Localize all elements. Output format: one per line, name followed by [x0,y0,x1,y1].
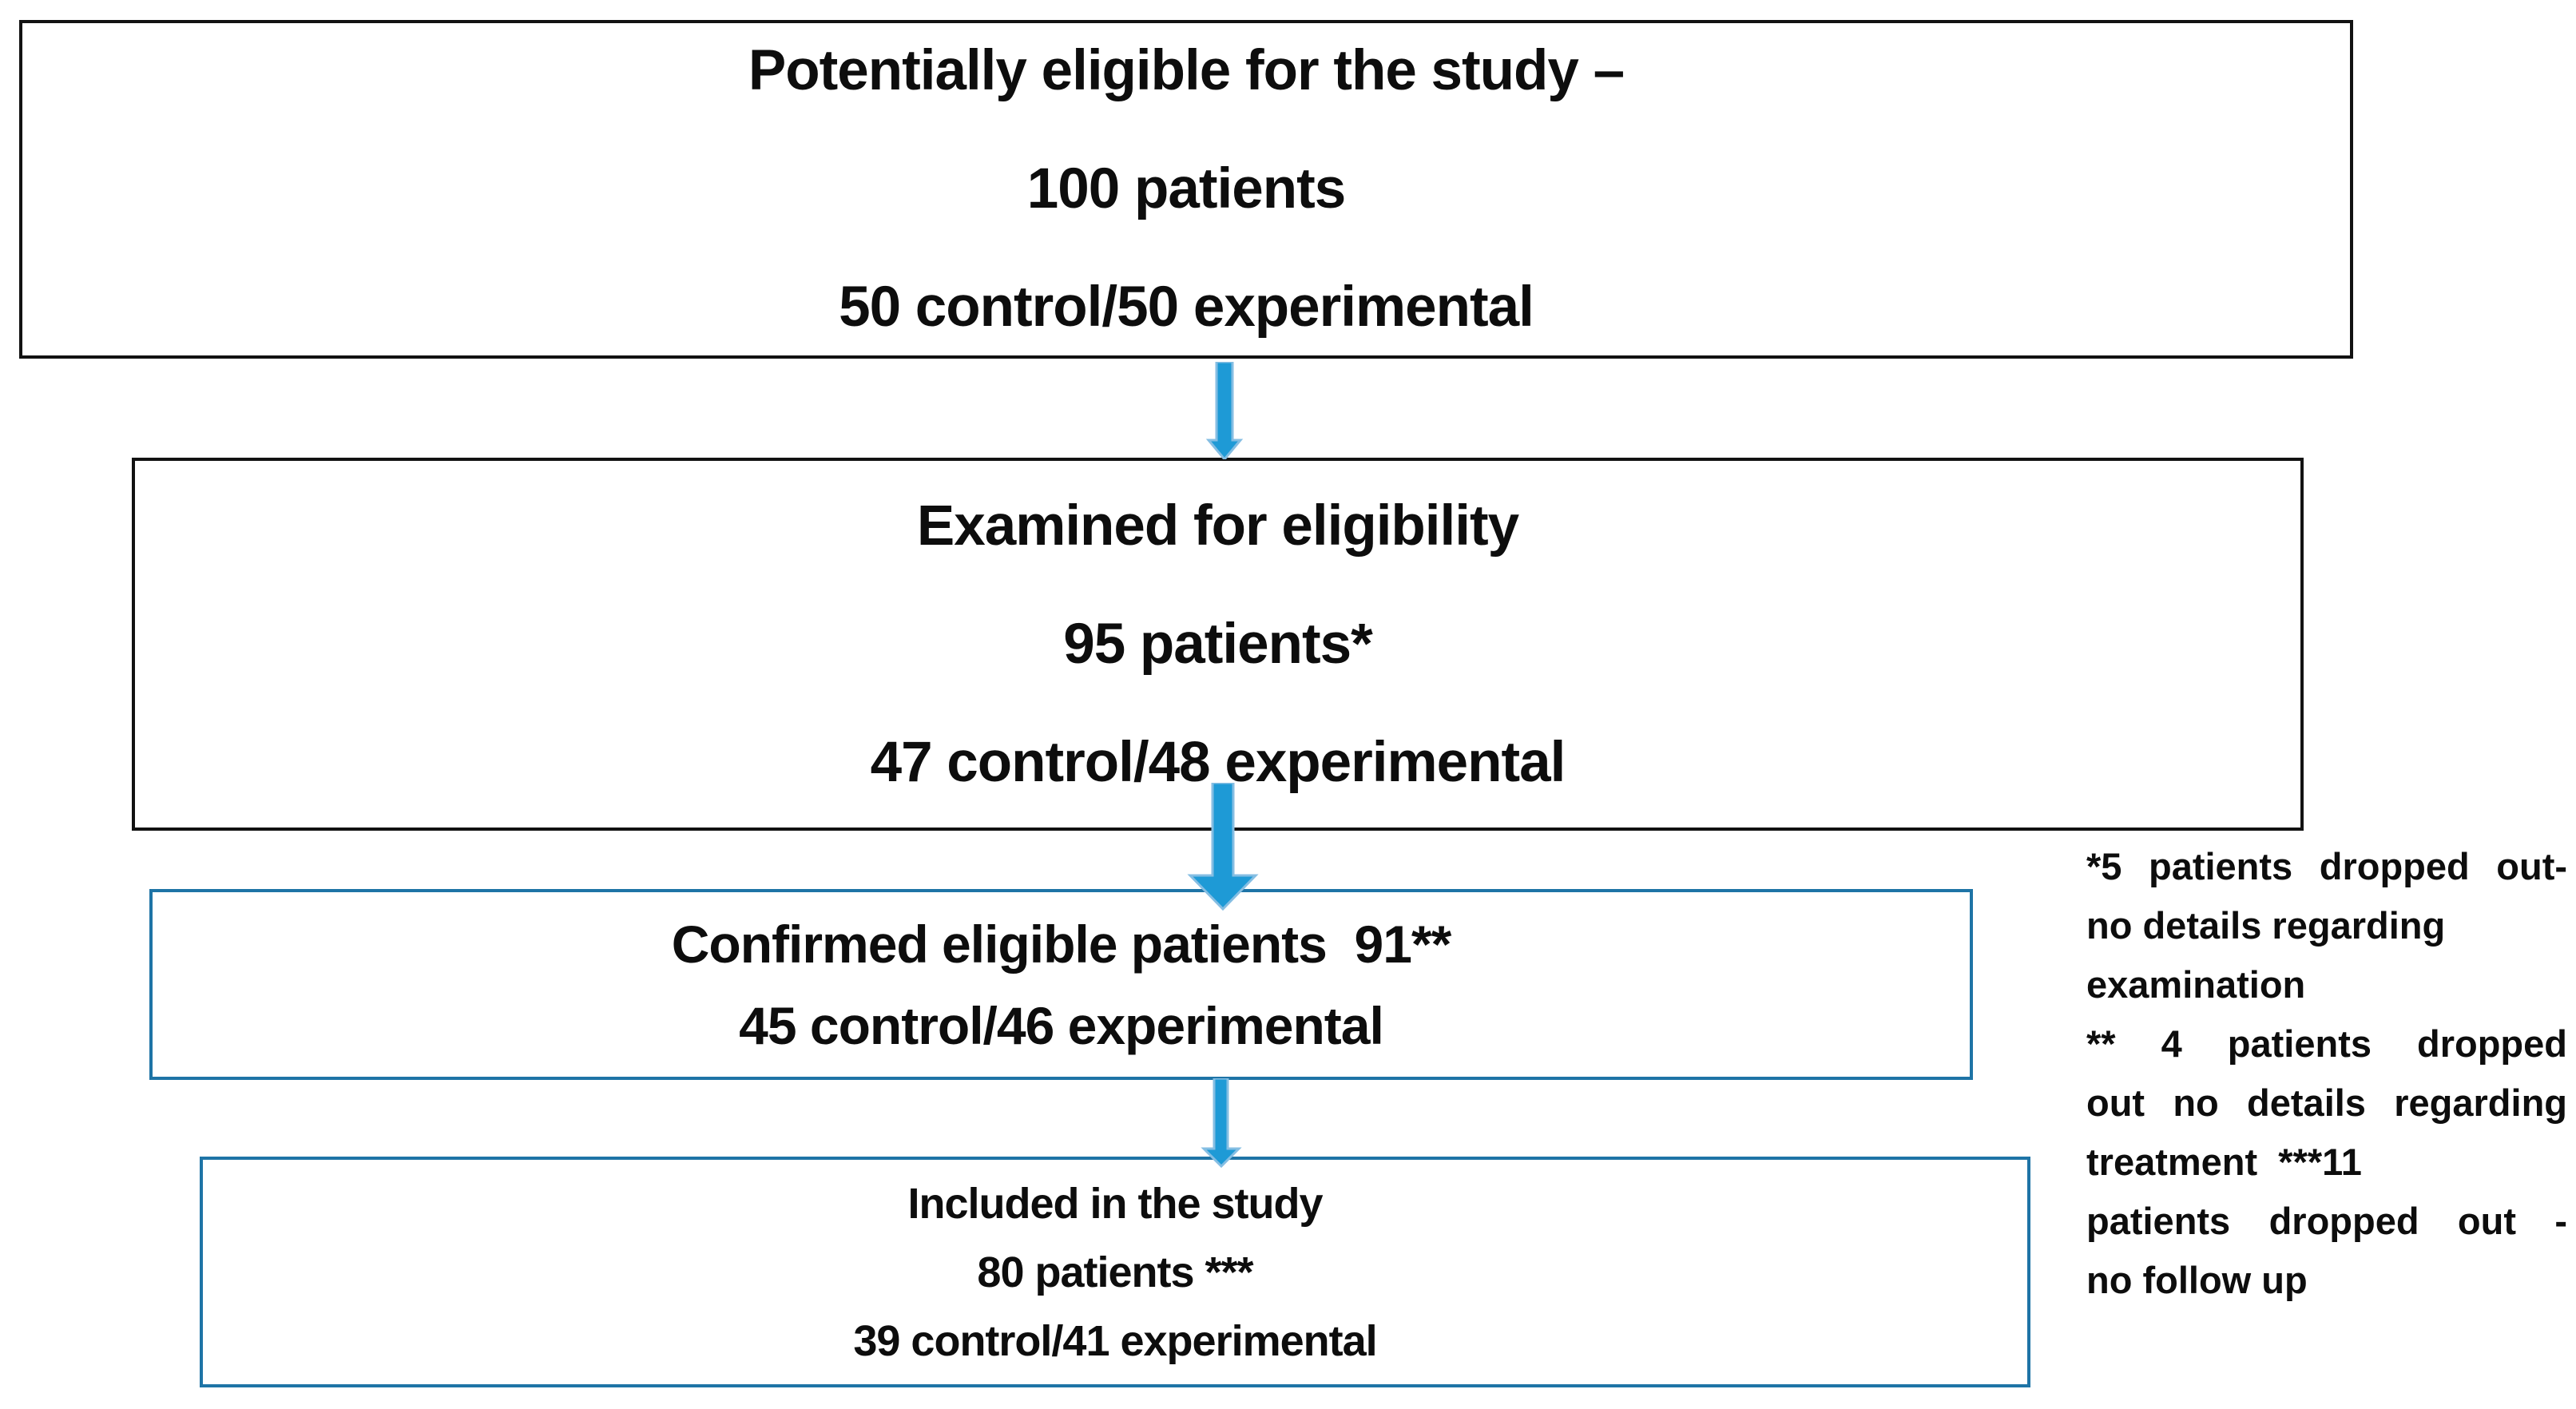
flow-box-examined-for-eligibility: Examined for eligibility 95 patients* 47… [132,458,2304,831]
note-line: no follow up [2086,1259,2308,1301]
box-line: 80 patients *** [977,1248,1253,1296]
note-line: treatment ***11 [2086,1141,2362,1183]
side-note: *5 patients dropped out- no details rega… [2086,837,2567,1310]
flow-box-potentially-eligible: Potentially eligible for the study – 100… [19,20,2353,359]
down-arrow-shape [1205,362,1244,459]
note-line: *5 patients dropped out- [2086,845,2567,887]
box-line: 45 control/46 experimental [739,995,1384,1055]
box-line: Confirmed eligible patients 91** [671,914,1452,974]
box-line: Potentially eligible for the study – [748,39,1625,102]
box-line: 39 control/41 experimental [853,1316,1377,1365]
down-arrow-icon [1201,1078,1242,1168]
flow-box-confirmed-eligible: Confirmed eligible patients 91** 45 cont… [149,889,1973,1080]
box-line: Included in the study [907,1179,1323,1228]
down-arrow-shape [1201,1078,1242,1168]
note-line: no details regarding [2086,904,2446,947]
box-line: 47 control/48 experimental [870,730,1566,794]
note-line: patients dropped out - [2086,1200,2567,1242]
down-arrow-icon [1205,362,1244,459]
box-line: 50 control/50 experimental [839,276,1534,339]
note-line: out no details regarding [2086,1082,2567,1124]
down-arrow-icon [1187,783,1259,911]
flow-box-included-in-study: Included in the study 80 patients *** 39… [200,1157,2030,1387]
box-line: 100 patients [1026,157,1346,220]
box-line: 95 patients* [1063,612,1373,676]
note-line: ** 4 patients dropped [2086,1022,2567,1065]
box-line: Examined for eligibility [916,494,1519,558]
note-line: examination [2086,963,2306,1006]
down-arrow-shape [1187,783,1259,911]
